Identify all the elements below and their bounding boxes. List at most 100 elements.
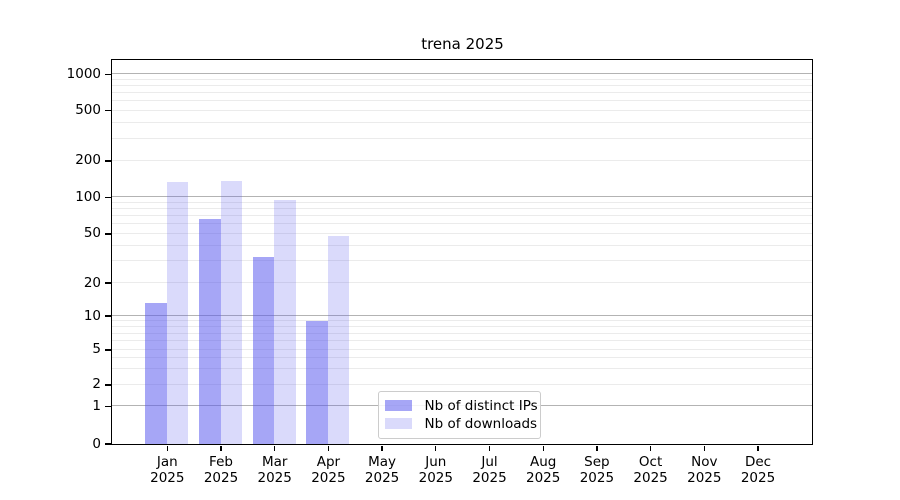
x-tick-label: Mar 2025: [243, 454, 307, 486]
y-tick: [104, 349, 111, 351]
x-tick-year: 2025: [472, 469, 507, 486]
bar-nb-of-downloads-apr: [327, 235, 350, 444]
gridline-minor: [111, 282, 812, 284]
x-tick-month: Oct: [638, 453, 663, 470]
plot-area: Nb of distinct IPs Nb of downloads: [110, 58, 813, 445]
bar-nb-of-distinct-ips-apr: [306, 320, 328, 444]
y-tick: [104, 160, 111, 162]
gridline-minor: [111, 202, 812, 204]
y-tick-label: 200: [75, 152, 101, 169]
gridline-minor: [111, 340, 812, 342]
gridline-minor: [111, 91, 812, 93]
x-tick-label: Aug 2025: [511, 454, 575, 486]
legend: Nb of distinct IPs Nb of downloads: [377, 390, 541, 439]
legend-label-downloads: Nb of downloads: [424, 415, 538, 432]
legend-label-distinct-ips: Nb of distinct IPs: [424, 397, 538, 414]
x-tick-month: Jan: [156, 453, 178, 470]
gridline-minor: [111, 244, 812, 246]
y-tick-label: 50: [83, 225, 101, 242]
x-tick: [166, 445, 168, 451]
bar-nb-of-distinct-ips-feb: [199, 218, 221, 444]
bar-nb-of-downloads-jan: [166, 181, 189, 444]
x-tick: [274, 445, 276, 451]
gridline-minor: [111, 223, 812, 225]
x-tick-year: 2025: [257, 469, 292, 486]
y-tick-label: 20: [83, 274, 101, 291]
x-tick-month: Jun: [425, 453, 447, 470]
x-tick-label: Jan 2025: [135, 454, 199, 486]
x-tick: [649, 445, 652, 451]
x-tick-label: Feb 2025: [189, 454, 253, 486]
y-tick-label: 100: [75, 188, 101, 205]
x-tick-month: Jul: [481, 453, 498, 470]
x-tick-month: Sep: [584, 453, 610, 470]
gridline-minor: [111, 260, 812, 262]
y-tick-label: 1000: [66, 65, 101, 82]
legend-item-downloads: Nb of downloads: [384, 415, 540, 433]
gridline-minor: [111, 348, 812, 350]
gridline-minor: [111, 326, 812, 328]
x-tick-year: 2025: [203, 469, 239, 486]
gridline-minor: [111, 357, 812, 359]
y-tick: [104, 443, 111, 445]
gridline-minor: [111, 368, 812, 370]
gridline-major: [111, 73, 812, 75]
bar-nb-of-downloads-mar: [274, 199, 296, 444]
gridline-minor: [111, 215, 812, 217]
gridline-minor: [111, 109, 812, 111]
gridline-minor: [111, 332, 812, 334]
legend-swatch-distinct-ips: [384, 400, 412, 411]
gridline-minor: [111, 208, 812, 210]
x-tick-month: Aug: [530, 453, 557, 470]
gridline-minor: [111, 137, 812, 139]
legend-swatch-downloads: [384, 418, 412, 429]
gridline-minor: [111, 100, 812, 102]
x-tick: [435, 445, 437, 451]
gridline-minor: [111, 383, 812, 385]
y-tick-label: 2: [92, 376, 101, 393]
x-tick-label: Jul 2025: [458, 454, 522, 486]
y-tick: [104, 405, 111, 408]
x-tick: [381, 445, 383, 451]
x-tick-label: Sep 2025: [565, 454, 629, 486]
x-tick-year: 2025: [633, 469, 668, 486]
bar-nb-of-distinct-ips-jan: [145, 303, 167, 444]
y-tick-label: 10: [83, 307, 101, 324]
x-tick: [220, 445, 222, 451]
x-tick: [703, 445, 705, 451]
gridline-minor: [111, 78, 812, 80]
x-tick-month: Nov: [691, 453, 718, 470]
x-tick-month: Apr: [316, 453, 341, 470]
x-tick-label: Jun 2025: [404, 454, 468, 486]
y-tick: [104, 73, 111, 75]
x-tick: [327, 445, 330, 451]
y-tick: [104, 233, 111, 235]
x-tick-label: Nov 2025: [672, 454, 736, 486]
gridline-minor: [111, 84, 812, 86]
x-tick: [542, 445, 544, 451]
bar-nb-of-distinct-ips-mar: [252, 257, 275, 444]
x-tick-year: 2025: [740, 469, 776, 486]
x-tick-label: Oct 2025: [619, 454, 683, 486]
x-tick: [488, 445, 491, 451]
x-tick: [757, 445, 759, 451]
y-tick: [104, 315, 111, 317]
x-tick-year: 2025: [364, 469, 400, 486]
gridline-major: [111, 315, 812, 317]
gridline-major: [111, 196, 812, 198]
chart-title: trena 2025: [421, 35, 504, 53]
y-tick-label: 1: [92, 397, 101, 414]
x-tick-year: 2025: [150, 469, 185, 486]
y-tick-label: 500: [75, 102, 101, 119]
y-tick: [104, 109, 111, 112]
gridline-minor: [111, 160, 812, 161]
gridline-minor: [111, 232, 812, 234]
legend-item-distinct-ips: Nb of distinct IPs: [384, 397, 540, 415]
y-tick: [104, 196, 111, 199]
y-tick-label: 5: [92, 341, 101, 358]
x-tick-label: Dec 2025: [726, 454, 790, 486]
x-tick: [596, 445, 598, 451]
x-tick-year: 2025: [579, 469, 615, 486]
x-tick-month: Mar: [261, 453, 288, 470]
